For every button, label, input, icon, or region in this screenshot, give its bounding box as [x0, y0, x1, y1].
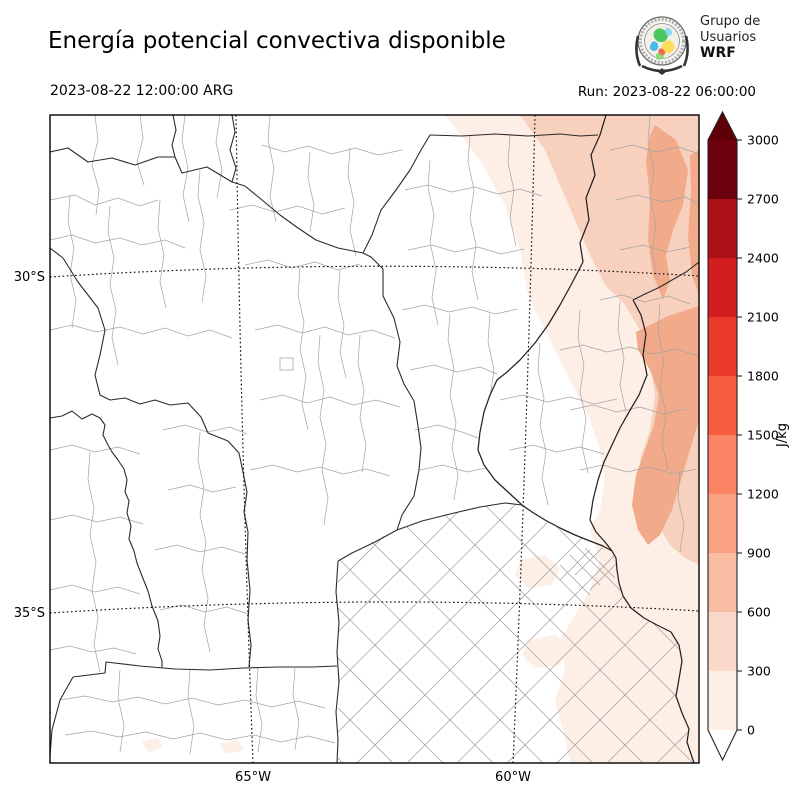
cb-tick-1500: 1500 [747, 428, 779, 443]
map-area [50, 115, 699, 763]
lon-label-60w: 60°W [495, 770, 531, 785]
logo-line-3: WRF [700, 45, 736, 62]
gridline-60w [512, 115, 536, 763]
cb-tick-2100: 2100 [747, 310, 779, 325]
cb-seg-5 [708, 376, 737, 435]
river-and-coastline [477, 115, 695, 763]
cb-seg-0 [708, 671, 737, 730]
province-boundaries [50, 115, 699, 763]
cb-tick-900: 900 [747, 546, 771, 561]
cb-tick-1800: 1800 [747, 369, 779, 384]
valid-time: 2023-08-22 12:00:00 ARG [50, 83, 234, 99]
cb-seg-7 [708, 258, 737, 317]
map-frame [49, 114, 700, 764]
cb-tick-2700: 2700 [747, 192, 779, 207]
lat-label-35s: 35°S [13, 606, 45, 621]
cb-tick-labels: 3000 2700 2400 2100 1800 1500 1200 900 6… [747, 133, 779, 738]
cb-over-arrow [708, 112, 737, 140]
cape-fill-level1-blob [515, 555, 560, 588]
cape-fill-level1-blob [522, 635, 570, 668]
cb-seg-6 [708, 317, 737, 376]
logo-line-2: Usuarios [700, 29, 757, 45]
run-time: Run: 2023-08-22 06:00:00 [577, 84, 756, 100]
cb-tick-600: 600 [747, 605, 771, 620]
wrf-logo: Grupo de Usuarios WRF [628, 8, 798, 78]
wrf-logo-emblem [635, 16, 689, 75]
cb-tick-300: 300 [747, 664, 771, 679]
cb-tick-2400: 2400 [747, 251, 779, 266]
wrf-logo-text: Grupo de Usuarios WRF [700, 14, 760, 62]
cb-seg-3 [708, 494, 737, 553]
cb-seg-4 [708, 435, 737, 494]
lon-label-65w: 65°W [235, 770, 271, 785]
laurel-left [635, 35, 642, 67]
cb-tick-0: 0 [747, 723, 755, 738]
cb-unit-label: J/kg [775, 423, 790, 448]
gridline-65w [235, 115, 254, 763]
cape-fill-level1-blob [220, 740, 244, 754]
department-boundaries [50, 115, 699, 755]
cape-fill-level3-blob [632, 306, 699, 545]
lat-label-30s: 30°S [13, 270, 45, 285]
logo-line-1: Grupo de [700, 14, 761, 29]
cb-ticks [737, 139, 742, 731]
cape-fill-level3-edge [688, 150, 699, 295]
gridline-30s [50, 265, 699, 278]
page-title: Energía potencial convectiva disponible [48, 28, 506, 54]
cape-fill-level1-blob [142, 738, 163, 752]
cb-seg-9 [708, 140, 737, 199]
cb-tick-1200: 1200 [747, 487, 779, 502]
cb-tick-3000: 3000 [747, 133, 779, 148]
cape-fill-level3 [646, 125, 688, 300]
cb-seg-2 [708, 553, 737, 612]
graticule [50, 115, 699, 763]
laurel-right [682, 35, 689, 67]
gridline-35s [50, 601, 699, 614]
cb-seg-1 [708, 612, 737, 671]
cape-shading [142, 115, 699, 763]
cb-under-arrow [708, 730, 737, 760]
cb-seg-8 [708, 199, 737, 258]
colorbar: 3000 2700 2400 2100 1800 1500 1200 900 6… [707, 110, 790, 762]
